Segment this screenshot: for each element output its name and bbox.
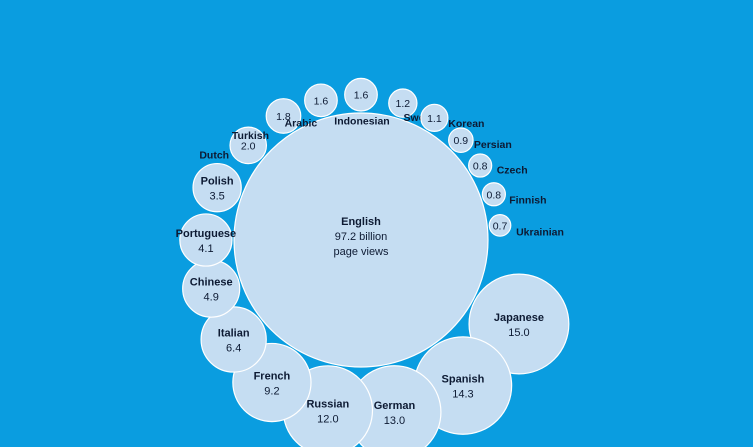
indonesian-value: 1.6 [354, 90, 369, 102]
finnish-bubble [481, 182, 506, 207]
portuguese-bubble [179, 213, 233, 267]
japanese-label: Japanese [494, 312, 544, 324]
indonesian-bubble [344, 77, 378, 112]
arabic-value: 1.6 [314, 95, 329, 107]
russian-label: Russian [306, 398, 349, 410]
spanish-label: Spanish [442, 374, 485, 386]
german-value: 13.0 [384, 415, 405, 427]
ukrainian-value: 0.7 [493, 220, 508, 232]
german-label: German [374, 400, 416, 412]
czech-value: 0.8 [473, 161, 488, 173]
czech-bubble [468, 153, 493, 178]
english-label: English [341, 216, 381, 228]
italian-value: 6.4 [226, 342, 241, 354]
polish-label: Polish [201, 176, 234, 188]
japanese-value: 15.0 [508, 327, 529, 339]
turkish-value: 1.8 [276, 111, 291, 123]
chinese-label: Chinese [190, 277, 233, 289]
ukrainian-bubble [488, 214, 512, 237]
english-bubble [233, 112, 489, 368]
korean-bubble [420, 103, 449, 132]
english-value-label: 97.2 billion [335, 231, 388, 243]
swedish-bubble [388, 88, 418, 118]
russian-value: 12.0 [317, 413, 338, 425]
polish-value: 3.5 [209, 191, 224, 203]
ukrainian-label: Ukrainian [516, 226, 564, 238]
czech-label: Czech [497, 165, 528, 177]
dutch-label: Dutch [199, 149, 229, 161]
finnish-value: 0.8 [487, 189, 502, 201]
chinese-value: 4.9 [204, 292, 219, 304]
portuguese-label: Portuguese [176, 228, 237, 240]
swedish-value: 1.2 [396, 98, 411, 110]
korean-value: 1.1 [427, 113, 442, 125]
polish-bubble [192, 162, 242, 213]
turkish-bubble [265, 98, 302, 134]
finnish-label: Finnish [509, 194, 546, 206]
indonesian-label: Indonesian [334, 116, 389, 128]
italian-label: Italian [218, 327, 250, 339]
persian-label: Persian [474, 139, 512, 151]
persian-value: 0.9 [454, 135, 469, 147]
dutch-value: 2.0 [241, 140, 256, 152]
turkish-label: Turkish [232, 130, 269, 142]
arabic-bubble [304, 83, 338, 118]
korean-label: Korean [448, 118, 484, 130]
french-value: 9.2 [264, 386, 279, 398]
english-unit-label: page views [333, 246, 389, 258]
spanish-value: 14.3 [452, 389, 473, 401]
portuguese-value: 4.1 [198, 243, 213, 255]
dutch-bubble [229, 126, 268, 165]
persian-bubble [448, 127, 474, 153]
arabic-label: Arabic [285, 117, 318, 129]
french-label: French [254, 371, 291, 383]
